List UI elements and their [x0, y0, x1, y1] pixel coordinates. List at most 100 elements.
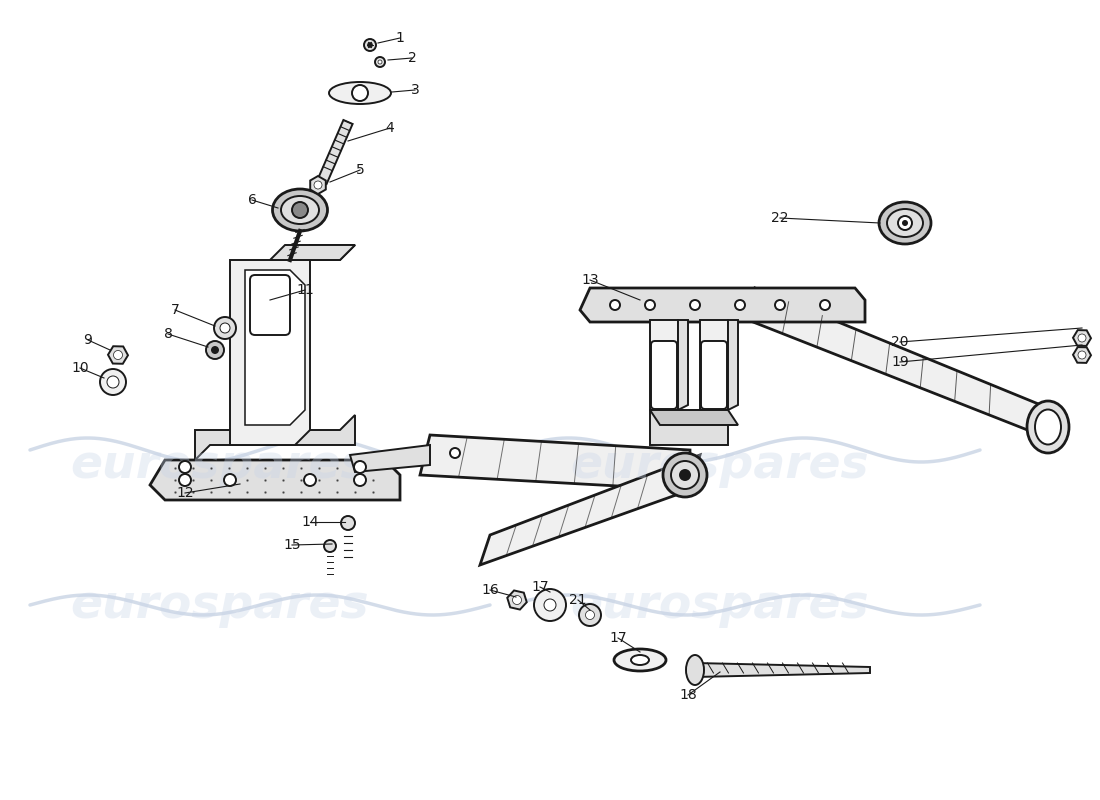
- Ellipse shape: [887, 209, 923, 237]
- Text: 6: 6: [248, 193, 256, 207]
- Polygon shape: [748, 288, 1058, 442]
- Text: 16: 16: [481, 583, 499, 597]
- Circle shape: [107, 376, 119, 388]
- Circle shape: [314, 181, 322, 189]
- Polygon shape: [195, 415, 355, 460]
- Circle shape: [304, 474, 316, 486]
- Ellipse shape: [879, 202, 931, 244]
- Text: 11: 11: [296, 283, 314, 297]
- Circle shape: [341, 516, 355, 530]
- Text: eurospares: eurospares: [70, 442, 370, 487]
- Circle shape: [579, 604, 601, 626]
- Polygon shape: [295, 245, 355, 260]
- Circle shape: [690, 300, 700, 310]
- Polygon shape: [650, 410, 738, 425]
- Circle shape: [354, 461, 366, 473]
- Circle shape: [663, 453, 707, 497]
- Polygon shape: [150, 460, 400, 500]
- Circle shape: [220, 323, 230, 333]
- FancyBboxPatch shape: [701, 341, 727, 409]
- Polygon shape: [728, 320, 738, 410]
- Polygon shape: [650, 410, 728, 445]
- Polygon shape: [650, 320, 678, 425]
- Polygon shape: [230, 245, 310, 445]
- Circle shape: [100, 369, 126, 395]
- Text: eurospares: eurospares: [571, 442, 869, 487]
- Text: 17: 17: [609, 631, 627, 645]
- Circle shape: [324, 540, 336, 552]
- Text: eurospares: eurospares: [571, 582, 869, 627]
- Circle shape: [513, 595, 521, 605]
- Circle shape: [679, 469, 691, 481]
- Text: 22: 22: [771, 211, 789, 225]
- Circle shape: [645, 300, 654, 310]
- Polygon shape: [580, 288, 865, 322]
- Text: 19: 19: [891, 355, 909, 369]
- Circle shape: [206, 341, 224, 359]
- Ellipse shape: [686, 655, 704, 685]
- Text: 7: 7: [170, 303, 179, 317]
- Text: 14: 14: [301, 515, 319, 529]
- Ellipse shape: [614, 649, 666, 671]
- Text: 13: 13: [581, 273, 598, 287]
- Circle shape: [544, 599, 556, 611]
- Circle shape: [902, 220, 908, 226]
- Circle shape: [671, 461, 698, 489]
- Polygon shape: [700, 320, 728, 425]
- FancyBboxPatch shape: [250, 275, 290, 335]
- Circle shape: [534, 589, 566, 621]
- FancyBboxPatch shape: [651, 341, 676, 409]
- Circle shape: [224, 474, 236, 486]
- Text: 10: 10: [72, 361, 89, 375]
- Text: 9: 9: [84, 333, 92, 347]
- Text: 15: 15: [283, 538, 300, 552]
- Polygon shape: [270, 245, 355, 260]
- Circle shape: [214, 317, 236, 339]
- Ellipse shape: [329, 82, 390, 104]
- Polygon shape: [318, 120, 353, 184]
- Ellipse shape: [631, 655, 649, 665]
- Circle shape: [735, 300, 745, 310]
- Circle shape: [352, 85, 368, 101]
- Circle shape: [292, 202, 308, 218]
- Text: 17: 17: [531, 580, 549, 594]
- Text: 2: 2: [408, 51, 417, 65]
- Polygon shape: [695, 663, 870, 677]
- Text: 18: 18: [679, 688, 697, 702]
- Ellipse shape: [273, 189, 328, 231]
- Circle shape: [450, 448, 460, 458]
- Text: 12: 12: [176, 486, 194, 500]
- Circle shape: [354, 474, 366, 486]
- Ellipse shape: [1035, 410, 1062, 445]
- Text: 21: 21: [569, 593, 586, 607]
- Circle shape: [179, 474, 191, 486]
- Circle shape: [375, 57, 385, 67]
- Circle shape: [113, 350, 122, 359]
- Circle shape: [364, 39, 376, 51]
- Circle shape: [585, 610, 594, 619]
- Polygon shape: [350, 445, 430, 472]
- Text: 20: 20: [891, 335, 909, 349]
- Polygon shape: [480, 455, 700, 565]
- Text: 1: 1: [396, 31, 405, 45]
- Circle shape: [378, 60, 382, 64]
- Circle shape: [1078, 334, 1086, 342]
- Text: eurospares: eurospares: [70, 582, 370, 627]
- Text: 4: 4: [386, 121, 395, 135]
- Polygon shape: [245, 270, 305, 425]
- Text: 3: 3: [410, 83, 419, 97]
- Circle shape: [610, 300, 620, 310]
- Text: 5: 5: [355, 163, 364, 177]
- Circle shape: [211, 346, 219, 354]
- Circle shape: [898, 216, 912, 230]
- Text: 8: 8: [164, 327, 173, 341]
- Ellipse shape: [1027, 401, 1069, 453]
- Polygon shape: [678, 320, 688, 410]
- Circle shape: [179, 461, 191, 473]
- Circle shape: [367, 42, 373, 47]
- Ellipse shape: [280, 196, 319, 224]
- Circle shape: [776, 300, 785, 310]
- Circle shape: [1078, 351, 1086, 359]
- Circle shape: [820, 300, 830, 310]
- Polygon shape: [420, 435, 690, 490]
